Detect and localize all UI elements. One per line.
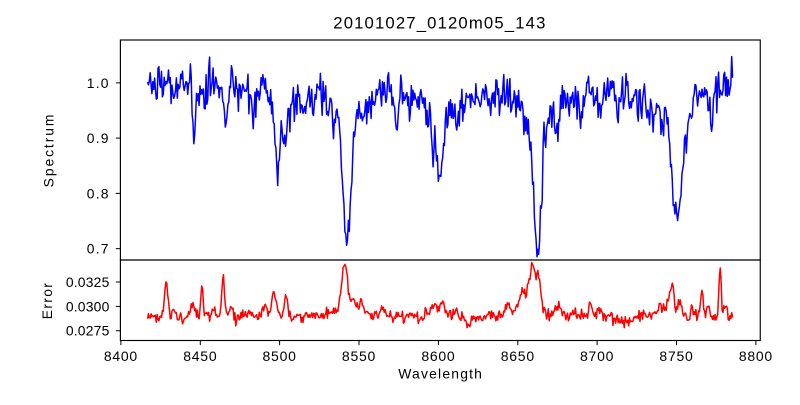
svg-text:8500: 8500 (263, 348, 297, 364)
svg-text:20101027_0120m05_143: 20101027_0120m05_143 (333, 14, 546, 33)
svg-text:1.0: 1.0 (87, 75, 110, 91)
svg-text:8600: 8600 (421, 348, 455, 364)
svg-text:0.7: 0.7 (87, 241, 110, 257)
svg-text:8750: 8750 (659, 348, 693, 364)
svg-text:0.0275: 0.0275 (66, 323, 110, 339)
svg-text:8550: 8550 (342, 348, 376, 364)
svg-text:0.9: 0.9 (87, 130, 110, 146)
svg-text:Spectrum: Spectrum (41, 113, 57, 188)
svg-text:8450: 8450 (183, 348, 217, 364)
svg-text:8700: 8700 (580, 348, 614, 364)
svg-text:Wavelength: Wavelength (398, 366, 483, 382)
svg-text:8400: 8400 (104, 348, 138, 364)
svg-text:8650: 8650 (501, 348, 535, 364)
svg-text:8800: 8800 (739, 348, 773, 364)
svg-text:Error: Error (39, 282, 55, 319)
svg-text:0.8: 0.8 (87, 185, 110, 201)
svg-text:0.0300: 0.0300 (66, 298, 110, 314)
svg-text:0.0325: 0.0325 (66, 274, 110, 290)
